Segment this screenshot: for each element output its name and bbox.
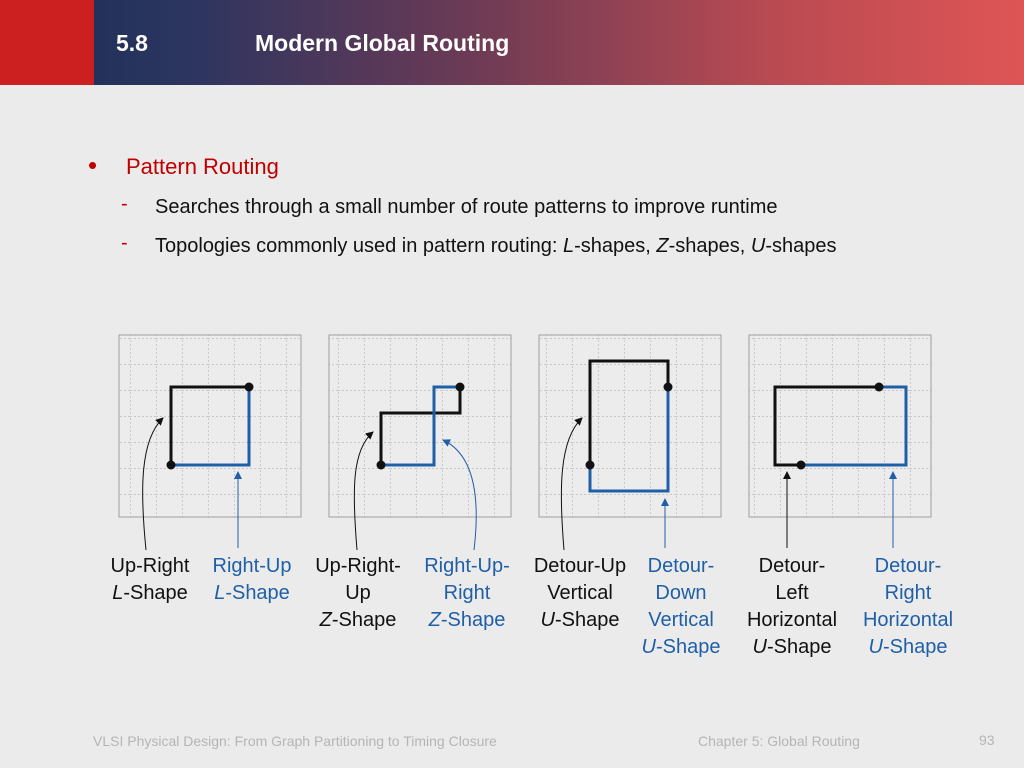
dash-icon: - bbox=[121, 232, 128, 254]
arrow-detour-up-u bbox=[560, 417, 583, 551]
route-right-up-right-z bbox=[381, 385, 460, 467]
footer-chapter: Chapter 5: Global Routing bbox=[698, 733, 860, 749]
pin-dot bbox=[455, 382, 465, 392]
label-right-up-l-shape: Right-Up L-Shape bbox=[212, 555, 292, 604]
route-detour-left-u bbox=[773, 385, 879, 467]
footer-book-title: VLSI Physical Design: From Graph Partiti… bbox=[93, 733, 497, 749]
route-right-up-l bbox=[171, 387, 251, 467]
pin-dot bbox=[796, 460, 806, 470]
arrow-up-right-up-z bbox=[353, 431, 374, 551]
grid-panel-z-shape bbox=[328, 334, 512, 518]
pin-dot bbox=[166, 460, 176, 470]
label-right-up-right-z-shape: Right-Up- Right Z-Shape bbox=[424, 555, 510, 631]
bullet-title: Pattern Routing bbox=[126, 154, 279, 179]
route-up-right-up-z bbox=[379, 387, 462, 465]
slide-header: 5.8 Modern Global Routing bbox=[0, 0, 1024, 85]
label-detour-down-vertical-u-shape: Detour- Down Vertical U-Shape bbox=[641, 555, 721, 658]
arrow-up-right-l bbox=[142, 417, 164, 551]
label-detour-left-horizontal-u-shape: Detour- Left Horizontal U-Shape bbox=[746, 555, 838, 658]
section-number: 5.8 bbox=[116, 30, 148, 56]
header-red-block bbox=[0, 0, 94, 85]
route-detour-up-u bbox=[588, 359, 670, 465]
slide-title: Modern Global Routing bbox=[255, 30, 510, 56]
subitem-topologies: Topologies commonly used in pattern rout… bbox=[155, 235, 837, 257]
subitem-runtime: Searches through a small number of route… bbox=[155, 196, 778, 218]
arrow-right-up-right-z bbox=[442, 439, 477, 551]
page-number: 93 bbox=[979, 732, 995, 748]
label-up-right-l-shape: Up-Right L-Shape bbox=[110, 555, 190, 604]
pin-dot bbox=[585, 460, 595, 470]
label-detour-right-horizontal-u-shape: Detour- Right Horizontal U-Shape bbox=[862, 555, 954, 658]
route-up-right-l bbox=[169, 385, 249, 465]
pin-dot bbox=[244, 382, 254, 392]
label-detour-up-vertical-u-shape: Detour-Up Vertical U-Shape bbox=[533, 555, 627, 631]
dash-icon: - bbox=[121, 193, 128, 215]
pin-dot bbox=[874, 382, 884, 392]
bullet-dot-icon: • bbox=[88, 150, 98, 180]
pin-dot bbox=[376, 460, 386, 470]
grid-panel-vertical-u-shape bbox=[538, 334, 722, 518]
grid-panel-l-shape bbox=[118, 334, 302, 518]
grid-panel-horizontal-u-shape bbox=[748, 334, 932, 518]
pin-dot bbox=[663, 382, 673, 392]
label-up-right-up-z-shape: Up-Right- Up Z-Shape bbox=[315, 555, 401, 631]
route-detour-right-u bbox=[801, 385, 908, 467]
route-detour-down-u bbox=[588, 387, 670, 493]
